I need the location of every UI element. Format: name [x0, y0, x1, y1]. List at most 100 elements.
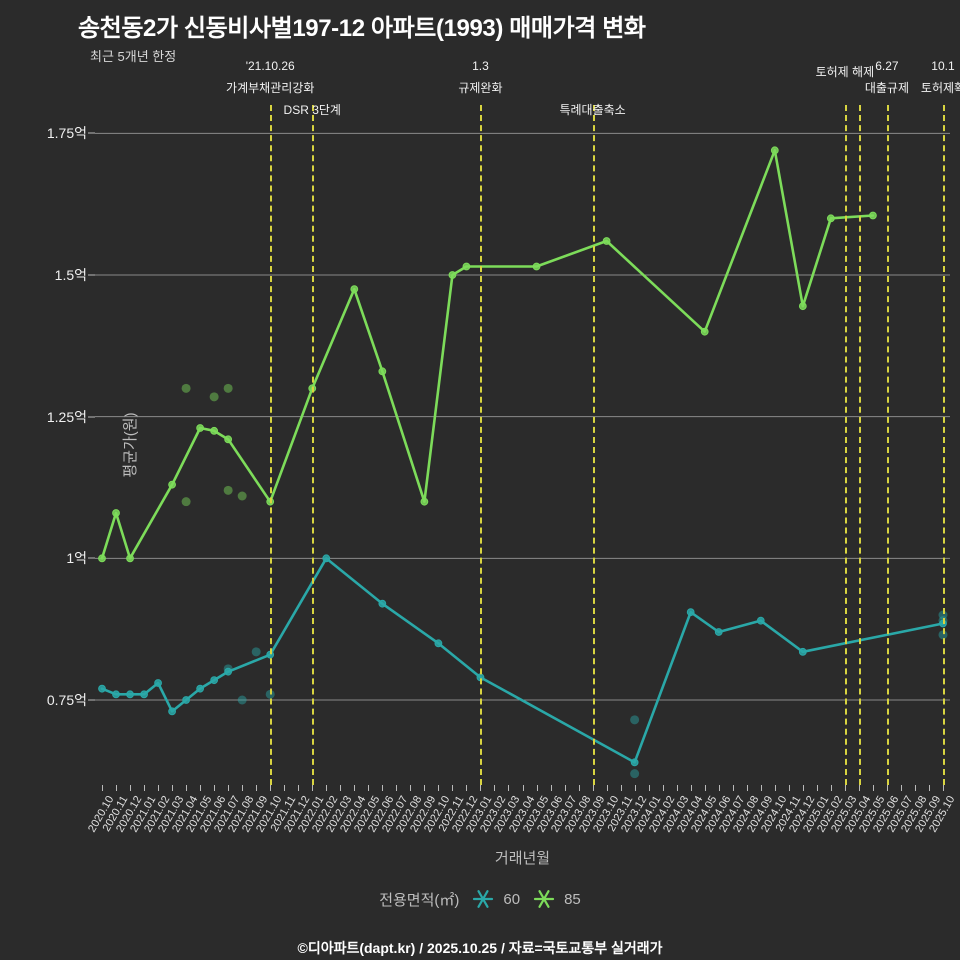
x-axis-tick: [732, 785, 734, 791]
y-axis-tick: [88, 274, 95, 276]
series-point-85: [168, 480, 176, 489]
event-marker-label: 특례대출축소: [559, 103, 626, 117]
series-point-60: [378, 599, 387, 608]
x-axis-tick: [536, 785, 538, 791]
x-axis-tick: [326, 785, 328, 791]
event-marker-date: 1.3: [472, 59, 489, 73]
series-point-60: [112, 690, 120, 699]
x-axis-tick: [774, 785, 776, 791]
series-point-60: [168, 707, 176, 716]
series-point-60: [154, 679, 162, 687]
scatter-point: [209, 392, 219, 402]
x-axis-tick: [690, 785, 692, 791]
plot-area: 평균가(원) 거래년월 0.75억 1억 1.25억 1.5억 1.75억 2020.10…: [47, 59, 960, 867]
y-axis-tick: [88, 699, 95, 701]
series-point-60: [140, 690, 148, 699]
series-point-85: [378, 367, 387, 376]
y-axis-tick: [88, 557, 95, 559]
x-axis-tick: [830, 785, 832, 791]
x-axis-tick: [886, 785, 888, 791]
x-axis-tick: [606, 785, 608, 791]
asterisk-icon: [473, 890, 494, 908]
x-axis-tick: [102, 785, 103, 791]
series-point-85: [98, 554, 106, 563]
asterisk-icon: [533, 890, 555, 908]
x-axis-tick: [718, 785, 720, 791]
series-point-60: [182, 696, 191, 704]
scatter-point: [223, 383, 233, 393]
x-axis-tick: [242, 785, 244, 791]
series-point-85: [869, 211, 877, 220]
legend-item-85[interactable]: 85: [533, 888, 581, 910]
x-axis-tick: [382, 785, 384, 791]
y-axis-tick-label: 1.25억: [46, 408, 87, 425]
legend-title: 전용면적(㎡): [379, 891, 460, 909]
x-axis-tick: [494, 785, 496, 791]
x-axis-tick: [592, 785, 594, 791]
scatter-point: [181, 383, 191, 393]
x-axis-tick: [844, 785, 846, 791]
series-point-60: [756, 616, 765, 625]
x-axis-tick: [634, 785, 636, 791]
x-axis-tick: [816, 785, 818, 791]
series-point-85: [350, 285, 359, 294]
x-axis-tick: [522, 785, 524, 791]
x-axis-tick: [900, 785, 902, 791]
series-point-85: [798, 302, 807, 311]
event-marker-label: DSR 3단계: [283, 103, 341, 117]
series-point-60: [98, 684, 106, 693]
x-axis-tick: [760, 785, 762, 791]
x-axis-tick: [172, 785, 174, 791]
x-axis-tick: [928, 785, 930, 791]
x-axis-tick: [200, 785, 202, 791]
event-marker-date: '21.10.26: [245, 59, 295, 73]
series-point-85: [602, 237, 611, 245]
series-point-85: [224, 435, 233, 444]
x-axis-tick: [452, 785, 454, 791]
event-marker-line: [886, 105, 889, 785]
scatter-point: [237, 695, 247, 705]
event-marker-line: [858, 105, 861, 785]
x-axis-tick: [424, 785, 426, 791]
x-axis-tick: [676, 785, 678, 791]
x-axis-tick: [788, 785, 790, 791]
legend-item-label: 60: [503, 890, 521, 908]
scatter-point: [251, 647, 261, 657]
scatter-point: [181, 497, 191, 507]
x-axis-tick: [704, 785, 706, 791]
series-point-60: [224, 667, 233, 676]
x-axis-tick: [186, 785, 188, 791]
x-axis-tick: [158, 785, 160, 791]
event-marker-line: [844, 105, 847, 785]
chart-legend: 전용면적(㎡) 60 85: [0, 888, 960, 910]
event-marker-date: 6.27: [875, 59, 899, 73]
event-marker-line: [312, 105, 315, 785]
event-marker-line: [480, 105, 483, 785]
series-point-60: [434, 639, 443, 648]
event-marker-label: 대출규제: [864, 81, 910, 95]
x-axis-tick: [144, 785, 146, 791]
plot-svg: [95, 132, 950, 779]
x-axis-tick: [746, 785, 748, 791]
y-axis-tick: [88, 416, 95, 418]
x-axis-tick: [214, 785, 216, 791]
x-axis-tick: [942, 785, 944, 791]
event-marker-label: 토허제확: [920, 81, 960, 95]
scatter-point: [223, 485, 233, 495]
series-point-60: [210, 676, 219, 685]
x-axis-tick: [228, 785, 230, 791]
event-marker-label: 가계부채관리강화: [226, 81, 315, 95]
x-axis-tick: [354, 785, 356, 791]
series-point-60: [322, 554, 331, 563]
x-axis-tick: [662, 785, 664, 791]
x-axis-tick: [914, 785, 916, 791]
x-axis-tick: [396, 785, 398, 791]
event-marker-label: 규제완화: [458, 81, 503, 95]
x-axis-tick: [872, 785, 874, 791]
event-marker-line: [942, 105, 945, 785]
x-axis-tick: [340, 785, 342, 791]
legend-item-60[interactable]: 60: [472, 888, 520, 910]
x-axis-tick: [438, 785, 440, 791]
x-axis-tick: [270, 785, 272, 791]
series-point-85: [826, 214, 835, 223]
